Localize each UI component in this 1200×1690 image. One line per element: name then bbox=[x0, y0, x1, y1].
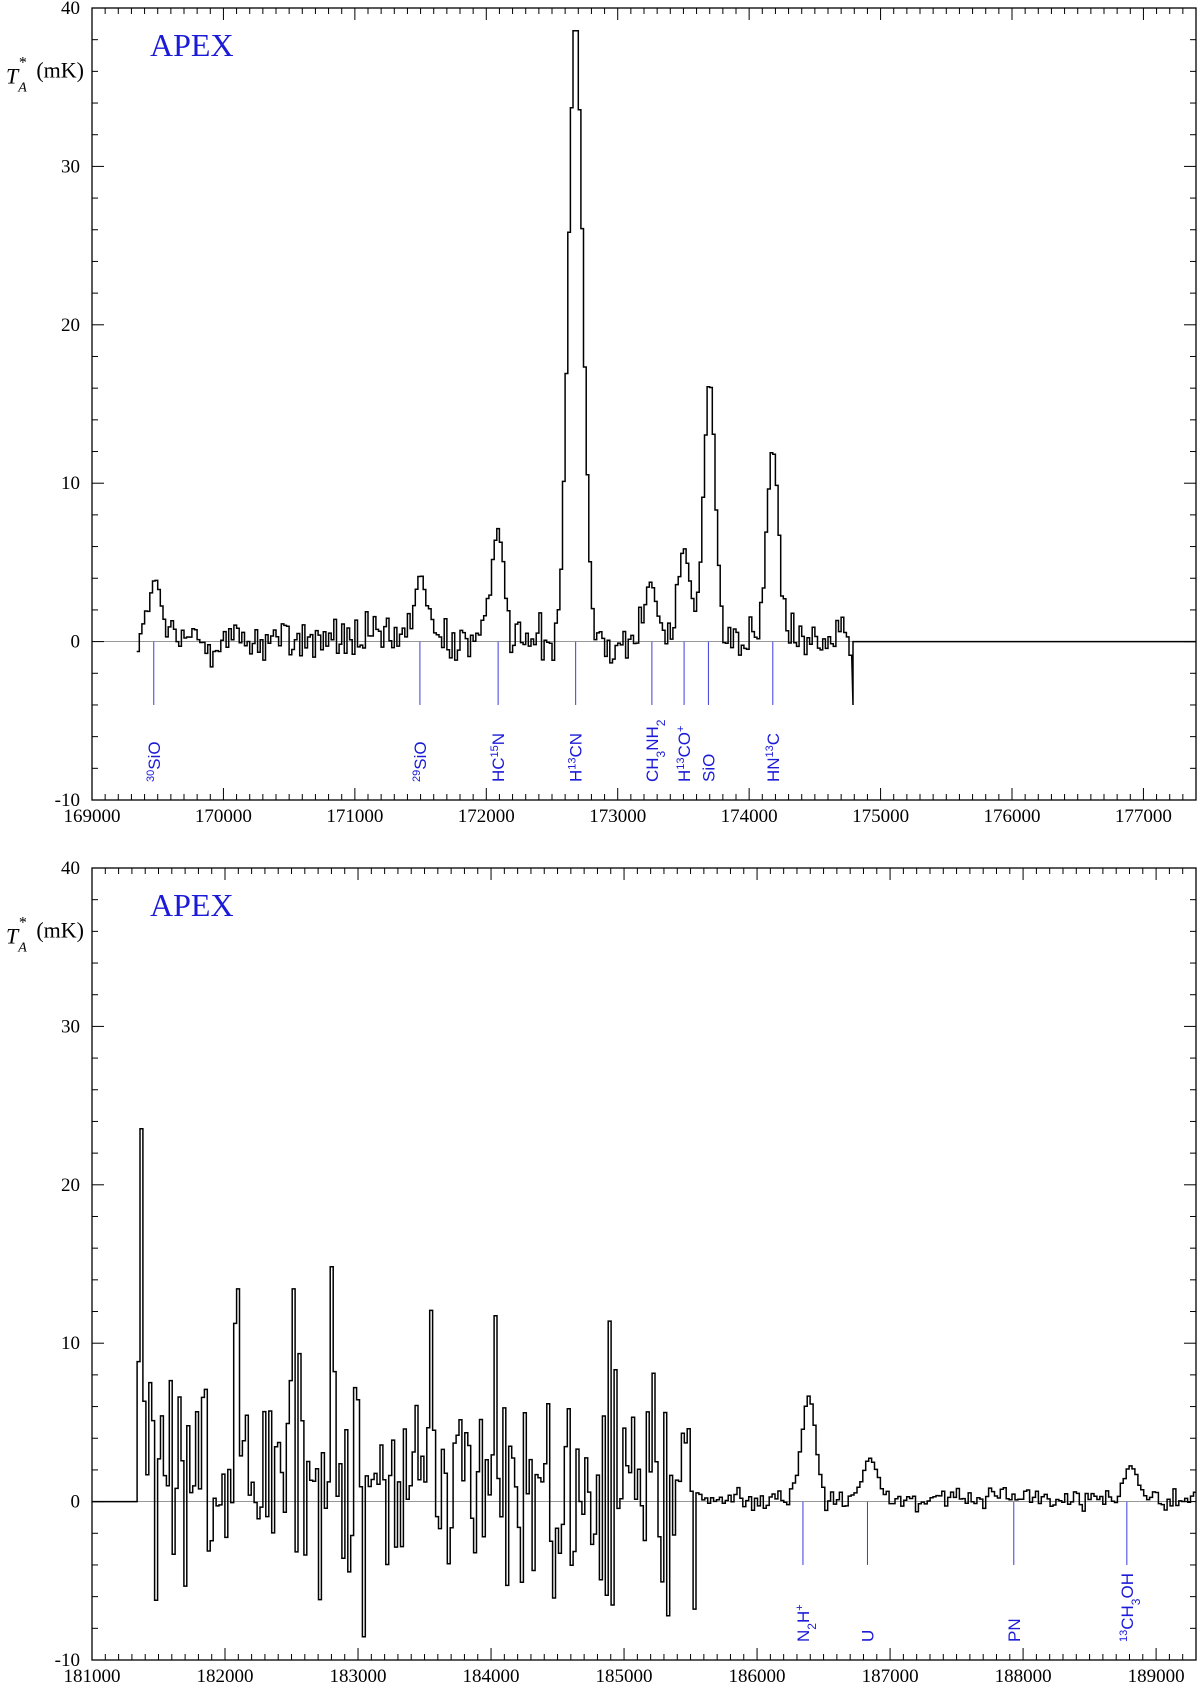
y-tick-label: 40 bbox=[61, 858, 80, 879]
line-label: 13CH3OH bbox=[1118, 1573, 1143, 1642]
y-tick-label: 10 bbox=[61, 1333, 80, 1354]
line-label: SiO bbox=[699, 754, 718, 782]
x-tick-label: 183000 bbox=[330, 1666, 387, 1687]
label-sup: + bbox=[794, 1604, 806, 1610]
ylabel-unit: (mK) bbox=[31, 917, 84, 942]
label-part: PN bbox=[1005, 1618, 1024, 1642]
label-sup: 30 bbox=[145, 770, 157, 782]
label-sup: 13 bbox=[675, 757, 687, 769]
label-sub: 2 bbox=[805, 1623, 819, 1630]
line-label: U bbox=[858, 1630, 877, 1642]
y-tick-label: 20 bbox=[61, 1175, 80, 1196]
label-part: N bbox=[794, 1630, 813, 1642]
label-part: SiO bbox=[699, 754, 718, 782]
x-tick-label: 173000 bbox=[589, 806, 646, 827]
label-sup: + bbox=[675, 726, 687, 732]
telescope-label: APEX bbox=[150, 27, 234, 63]
label-sub: 3 bbox=[654, 750, 668, 757]
x-tick-label: 172000 bbox=[458, 806, 515, 827]
label-part: CH bbox=[1118, 1605, 1137, 1630]
label-part: OH bbox=[1118, 1573, 1137, 1599]
y-tick-label: -10 bbox=[55, 1650, 80, 1671]
ylabel-sup: * bbox=[19, 54, 27, 71]
spectrum-line bbox=[92, 1128, 1196, 1638]
label-sup: 13 bbox=[764, 745, 776, 757]
line-label: 29SiO bbox=[411, 741, 430, 782]
x-tick-label: 187000 bbox=[862, 1666, 919, 1687]
y-tick-label: 20 bbox=[61, 315, 80, 336]
ylabel-sub: A bbox=[17, 80, 27, 95]
label-part: HC bbox=[489, 757, 508, 782]
line-label: N2H+ bbox=[794, 1604, 819, 1642]
label-part: SiO bbox=[145, 741, 164, 769]
label-part: C bbox=[764, 733, 783, 745]
line-label: H13CO+ bbox=[675, 726, 694, 782]
label-part: SiO bbox=[411, 741, 430, 769]
label-sup: 13 bbox=[567, 757, 579, 769]
ylabel-sup: * bbox=[19, 914, 27, 931]
label-part: U bbox=[858, 1630, 877, 1642]
x-tick-label: 175000 bbox=[852, 806, 909, 827]
y-tick-label: 30 bbox=[61, 1016, 80, 1037]
x-tick-label: 181000 bbox=[64, 1666, 121, 1687]
x-tick-label: 186000 bbox=[729, 1666, 786, 1687]
x-tick-label: 169000 bbox=[64, 806, 121, 827]
label-sub: 2 bbox=[654, 719, 668, 726]
line-label: H13CN bbox=[567, 733, 586, 782]
label-part: CN bbox=[567, 733, 586, 758]
x-tick-label: 182000 bbox=[197, 1666, 254, 1687]
spectrum-line bbox=[136, 29, 1196, 706]
label-part: H bbox=[794, 1611, 813, 1623]
label-part: H bbox=[567, 770, 586, 782]
ylabel-main: T bbox=[6, 63, 20, 88]
x-tick-label: 188000 bbox=[995, 1666, 1052, 1687]
label-sup: 15 bbox=[489, 745, 501, 757]
ylabel-unit: (mK) bbox=[31, 57, 84, 82]
telescope-label: APEX bbox=[150, 887, 234, 923]
x-tick-label: 189000 bbox=[1128, 1666, 1185, 1687]
x-tick-label: 184000 bbox=[463, 1666, 520, 1687]
line-label: PN bbox=[1005, 1618, 1024, 1642]
label-sup: 13 bbox=[1118, 1630, 1130, 1642]
y-axis-label: TA * (mK) bbox=[6, 914, 84, 955]
line-label: 30SiO bbox=[145, 741, 164, 782]
label-part: N bbox=[489, 733, 508, 745]
x-tick-label: 174000 bbox=[721, 806, 778, 827]
line-label: CH3NH2 bbox=[643, 719, 668, 782]
y-tick-label: 40 bbox=[61, 0, 80, 19]
label-sub: 3 bbox=[1129, 1598, 1143, 1605]
y-tick-label: 10 bbox=[61, 473, 80, 494]
line-label: HN13C bbox=[764, 733, 783, 782]
plot-frame bbox=[91, 867, 1197, 1661]
label-sup: 29 bbox=[411, 770, 423, 782]
y-axis-label: TA * (mK) bbox=[6, 54, 84, 95]
label-part: NH bbox=[643, 726, 662, 751]
x-tick-label: 185000 bbox=[596, 1666, 653, 1687]
ylabel-main: T bbox=[6, 923, 20, 948]
x-tick-label: 177000 bbox=[1115, 806, 1172, 827]
label-part: CO bbox=[675, 732, 694, 758]
label-part: CH bbox=[643, 757, 662, 782]
x-tick-label: 170000 bbox=[195, 806, 252, 827]
y-tick-label: 0 bbox=[71, 1492, 81, 1513]
plot-frame bbox=[91, 7, 1197, 801]
y-tick-label: 0 bbox=[71, 632, 81, 653]
panel-bottom: N2H+ U PN 13CH3OH 181000 182000 183000 184000 18… bbox=[6, 858, 1197, 1687]
ylabel-sub: A bbox=[17, 940, 27, 955]
y-tick-label: 30 bbox=[61, 156, 80, 177]
x-tick-label: 176000 bbox=[984, 806, 1041, 827]
x-tick-label: 171000 bbox=[326, 806, 383, 827]
label-part: HN bbox=[764, 757, 783, 782]
y-tick-label: -10 bbox=[55, 790, 80, 811]
line-label: HC15N bbox=[489, 733, 508, 782]
label-part: H bbox=[675, 770, 694, 782]
